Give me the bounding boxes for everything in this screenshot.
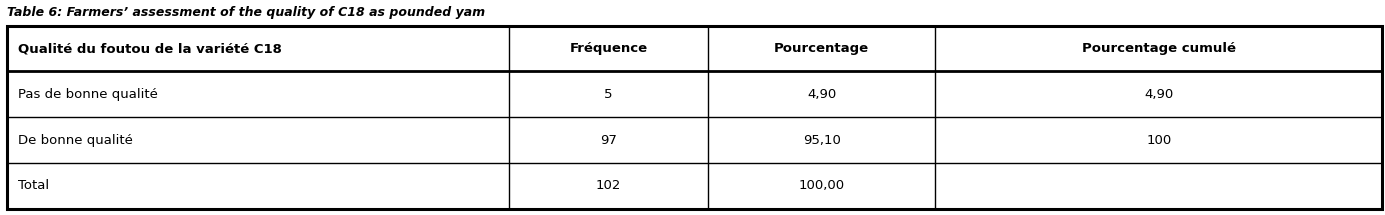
Text: Pourcentage: Pourcentage [774, 42, 870, 55]
Text: Total: Total [18, 179, 48, 192]
Text: 4,90: 4,90 [807, 88, 837, 101]
Text: 95,10: 95,10 [803, 134, 841, 146]
Bar [7, 26, 1382, 209]
Text: Table 6: Farmers’ assessment of the quality of C18 as pounded yam: Table 6: Farmers’ assessment of the qual… [7, 6, 485, 19]
Text: De bonne qualité: De bonne qualité [18, 134, 133, 146]
Text: Fréquence: Fréquence [569, 42, 648, 55]
Text: 102: 102 [596, 179, 622, 192]
Text: 97: 97 [600, 134, 618, 146]
Text: 100: 100 [1147, 134, 1172, 146]
Text: 4,90: 4,90 [1144, 88, 1173, 101]
Text: Pas de bonne qualité: Pas de bonne qualité [18, 88, 158, 101]
Text: 100,00: 100,00 [799, 179, 845, 192]
Text: Qualité du foutou de la variété C18: Qualité du foutou de la variété C18 [18, 42, 283, 55]
Text: 5: 5 [604, 88, 614, 101]
Text: Pourcentage cumulé: Pourcentage cumulé [1082, 42, 1235, 55]
